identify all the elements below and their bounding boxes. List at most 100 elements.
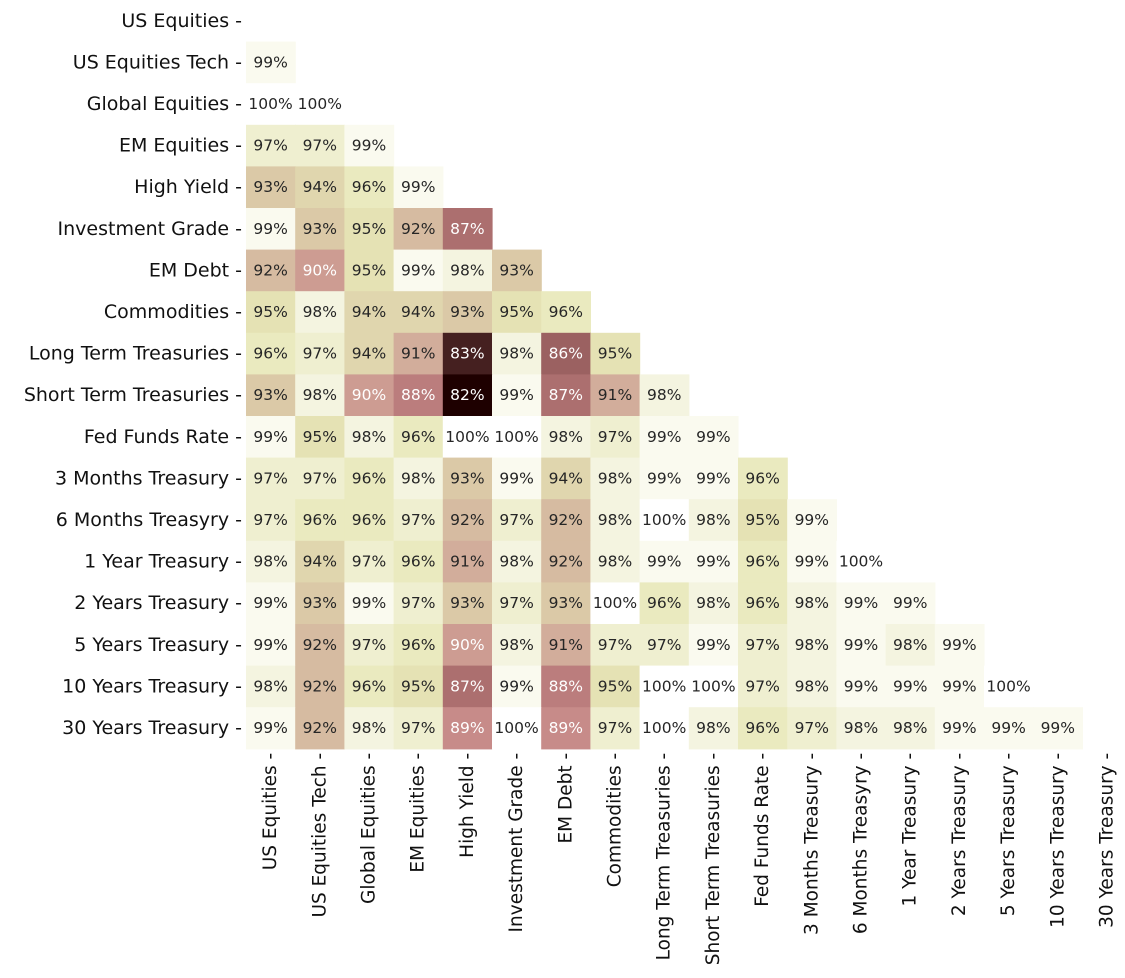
cell-value-label: 98% xyxy=(450,261,484,279)
column-label-short-term-treasuries: Short Term Treasuries - xyxy=(703,753,724,965)
heatmap-cell xyxy=(344,166,395,209)
cell-value-label: 98% xyxy=(647,386,681,404)
heatmap-cell xyxy=(344,124,395,167)
heatmap-cell xyxy=(246,83,296,126)
cell-value-label: 93% xyxy=(303,594,337,612)
cell-value-label: 97% xyxy=(303,137,337,155)
heatmap-cell xyxy=(787,707,837,750)
cell-value-label: 95% xyxy=(401,677,435,695)
heatmap-cell xyxy=(442,624,493,667)
cell-value-label: 97% xyxy=(499,594,533,612)
heatmap-cell xyxy=(639,416,690,459)
heatmap-cell xyxy=(787,665,837,708)
cell-value-label: 92% xyxy=(303,636,337,654)
heatmap-cell xyxy=(541,624,591,667)
heatmap-cell xyxy=(344,624,395,667)
cell-value-label: 93% xyxy=(303,220,337,238)
cell-value-label: 89% xyxy=(549,719,583,737)
cell-value-label: 99% xyxy=(499,386,533,404)
cell-value-label: 92% xyxy=(401,220,435,238)
heatmap-cell xyxy=(787,499,837,542)
heatmap-cell xyxy=(738,624,788,667)
cell-value-label: 94% xyxy=(352,303,386,321)
cell-value-label: 95% xyxy=(303,428,337,446)
heatmap-cell xyxy=(836,707,887,750)
cell-value-label: 92% xyxy=(549,553,583,571)
heatmap-cell xyxy=(492,582,542,625)
cell-value-label: 98% xyxy=(844,719,878,737)
heatmap-cell xyxy=(492,291,542,334)
heatmap-cell xyxy=(590,540,641,583)
heatmap-cell xyxy=(787,624,837,667)
cell-value-label: 100% xyxy=(642,511,686,529)
heatmap-cell xyxy=(492,624,542,667)
heatmap-cell xyxy=(590,416,641,459)
cell-value-label: 98% xyxy=(598,469,632,487)
cell-value-label: 89% xyxy=(450,719,484,737)
column-label-6-months-treasyry: 6 Months Treasyry - xyxy=(851,753,872,934)
heatmap-cell xyxy=(246,374,296,417)
row-label-investment-grade: Investment Grade - xyxy=(58,218,242,240)
heatmap-cell xyxy=(393,249,444,292)
cell-value-label: 91% xyxy=(450,553,484,571)
cell-value-label: 92% xyxy=(549,511,583,529)
heatmap-cell xyxy=(541,374,591,417)
heatmap-cell xyxy=(688,416,739,459)
heatmap-cell xyxy=(590,374,641,417)
heatmap-cell xyxy=(246,665,296,708)
cell-value-label: 97% xyxy=(647,636,681,654)
cell-value-label: 99% xyxy=(1041,719,1075,737)
heatmap-cell xyxy=(442,540,493,583)
heatmap-cell-labels: 99% 100% 100% 97% 97% 99% 93% 94% 96% 99% 99% 93% 95… xyxy=(248,53,1075,737)
heatmap-cell xyxy=(344,208,395,251)
cell-value-label: 93% xyxy=(499,261,533,279)
heatmap-cell xyxy=(344,416,395,459)
cell-value-label: 96% xyxy=(549,303,583,321)
heatmap-cell xyxy=(541,416,591,459)
heatmap-cell xyxy=(541,540,591,583)
heatmap-cell xyxy=(295,291,345,334)
cell-value-label: 93% xyxy=(253,386,287,404)
cell-value-label: 100% xyxy=(445,428,489,446)
heatmap-cell xyxy=(295,707,345,750)
heatmap-cell xyxy=(344,582,395,625)
cell-value-label: 96% xyxy=(352,469,386,487)
heatmap-cell xyxy=(639,624,690,667)
heatmap-cell xyxy=(246,124,296,167)
cell-value-label: 94% xyxy=(303,553,337,571)
heatmap-cell xyxy=(885,582,936,625)
column-label-high-yield: High Yield - xyxy=(457,753,478,858)
cell-value-label: 88% xyxy=(549,677,583,695)
row-label-fed-funds-rate: Fed Funds Rate - xyxy=(84,426,242,448)
cell-value-label: 97% xyxy=(253,469,287,487)
cell-value-label: 96% xyxy=(303,511,337,529)
heatmap-cell xyxy=(492,499,542,542)
cell-value-label: 93% xyxy=(450,594,484,612)
heatmap-cell xyxy=(246,707,296,750)
heatmap-cell xyxy=(688,582,739,625)
cell-value-label: 98% xyxy=(499,345,533,363)
cell-value-label: 98% xyxy=(795,636,829,654)
heatmap-cell xyxy=(344,249,395,292)
cell-value-label: 99% xyxy=(795,553,829,571)
heatmap-cell xyxy=(246,624,296,667)
cell-value-label: 98% xyxy=(499,636,533,654)
cell-value-label: 95% xyxy=(598,345,632,363)
cell-value-label: 99% xyxy=(696,469,730,487)
heatmap-cell xyxy=(738,457,788,500)
column-label-5-years-treasury: 5 Years Treasury - xyxy=(998,753,1019,916)
cell-value-label: 86% xyxy=(549,345,583,363)
heatmap-cell xyxy=(541,332,591,375)
heatmap-cell xyxy=(295,540,345,583)
cell-value-label: 98% xyxy=(598,553,632,571)
heatmap-cell xyxy=(590,457,641,500)
cell-value-label: 98% xyxy=(352,719,386,737)
cell-value-label: 97% xyxy=(795,719,829,737)
heatmap-cell xyxy=(639,499,690,542)
cell-value-label: 98% xyxy=(696,594,730,612)
heatmap-cell xyxy=(492,457,542,500)
cell-value-label: 92% xyxy=(303,719,337,737)
heatmap-cell xyxy=(442,665,493,708)
heatmap-cell xyxy=(492,374,542,417)
heatmap-cell xyxy=(541,457,591,500)
